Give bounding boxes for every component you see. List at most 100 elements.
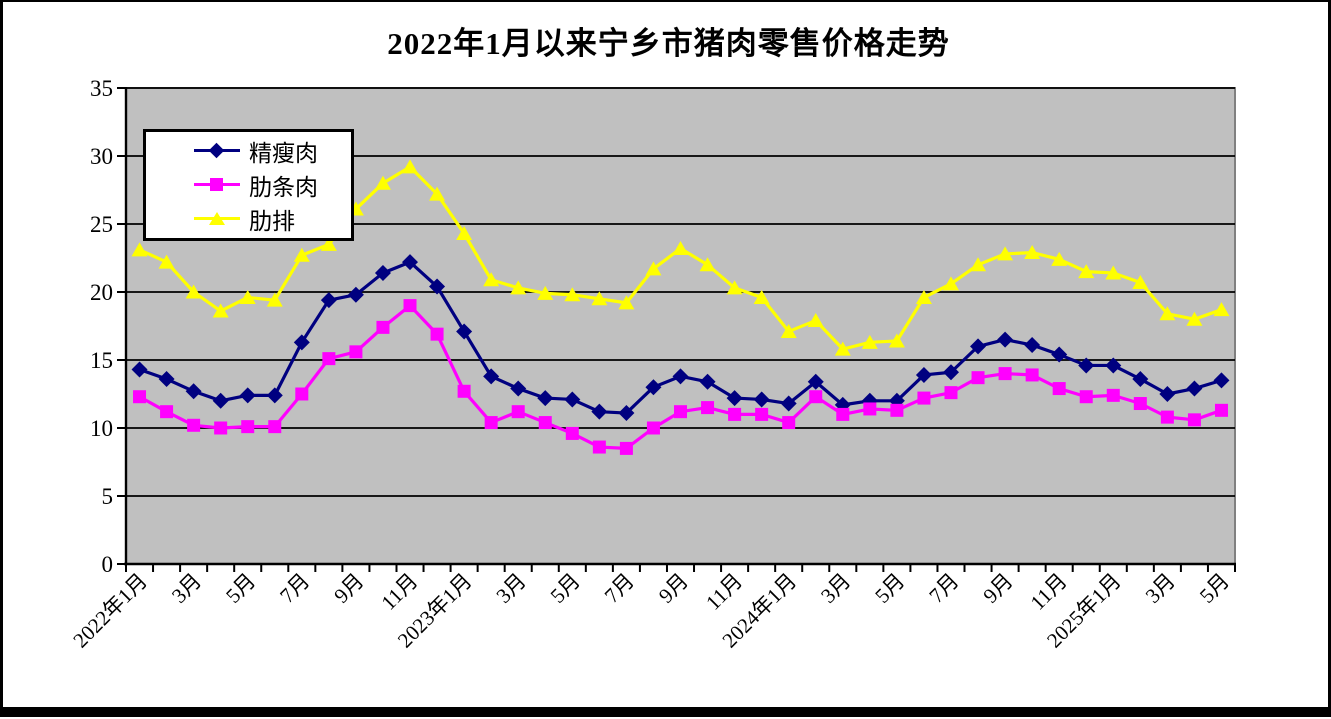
diamond-marker-icon: [208, 142, 225, 159]
rib-meat-line-sample: [194, 176, 240, 194]
y-axis-label: 35: [90, 76, 113, 101]
y-axis-label: 0: [102, 552, 114, 577]
data-point-marker: [483, 272, 500, 287]
data-point-marker: [1132, 371, 1149, 388]
data-point-marker: [591, 291, 608, 306]
data-point-marker: [429, 278, 446, 295]
data-point-marker: [863, 402, 877, 416]
data-point-marker: [1159, 306, 1176, 321]
data-point-marker: [672, 368, 689, 385]
data-point-marker: [674, 405, 687, 419]
data-point-marker: [212, 392, 229, 409]
data-point-marker: [1186, 380, 1203, 397]
x-axis-label: 3月: [816, 569, 855, 608]
x-axis-label: 11月: [701, 569, 747, 615]
data-point-marker: [591, 403, 608, 420]
data-point-marker: [538, 416, 552, 430]
data-point-marker: [861, 334, 878, 349]
square-marker-icon: [210, 178, 223, 191]
data-point-marker: [942, 276, 959, 291]
x-axis-label: 9月: [329, 569, 368, 608]
data-point-marker: [402, 159, 419, 174]
data-point-marker: [266, 387, 283, 404]
data-point-marker: [1024, 245, 1041, 260]
data-point-marker: [266, 292, 283, 307]
y-axis-label: 30: [90, 144, 113, 169]
data-point-marker: [780, 395, 797, 412]
x-axis-label: 3月: [167, 569, 206, 608]
data-point-marker: [1105, 265, 1122, 280]
x-axis-label: 7月: [600, 569, 639, 608]
y-axis-label: 15: [90, 348, 113, 373]
data-point-marker: [753, 289, 770, 304]
data-point-marker: [293, 334, 310, 351]
x-axis-label: 7月: [924, 569, 963, 608]
data-point-marker: [618, 405, 635, 422]
data-point-marker: [374, 175, 391, 190]
data-point-marker: [728, 407, 742, 421]
data-point-marker: [239, 387, 256, 404]
x-axis-label: 11月: [376, 569, 422, 615]
x-axis-label: 5月: [870, 569, 909, 608]
legend-label: 精瘦肉: [249, 141, 318, 166]
data-point-marker: [997, 246, 1014, 261]
data-point-marker: [807, 373, 824, 390]
data-point-marker: [807, 313, 824, 328]
data-point-marker: [239, 289, 256, 304]
data-point-marker: [376, 320, 390, 334]
data-point-marker: [537, 390, 554, 407]
legend-item-rib-meat: 肋条肉: [194, 170, 351, 200]
data-point-marker: [755, 407, 769, 421]
data-point-marker: [1186, 311, 1203, 326]
data-point-marker: [212, 303, 229, 318]
data-point-marker: [185, 383, 202, 400]
lean-pork-line-sample: [194, 142, 240, 160]
data-point-marker: [1106, 388, 1120, 402]
data-point-marker: [347, 286, 364, 303]
data-point-marker: [646, 421, 660, 435]
x-axis-label: 5月: [546, 569, 585, 608]
data-point-marker: [158, 254, 175, 269]
data-point-marker: [511, 405, 525, 419]
data-point-marker: [619, 441, 633, 455]
data-point-marker: [998, 367, 1012, 381]
data-point-marker: [457, 384, 471, 398]
legend-item-lean-pork: 精瘦肉: [194, 136, 351, 166]
data-point-marker: [1024, 337, 1041, 354]
data-point-marker: [374, 264, 391, 281]
y-axis-label: 5: [102, 484, 114, 509]
x-axis-label: 3月: [491, 569, 530, 608]
data-point-marker: [158, 371, 175, 388]
data-point-marker: [1133, 397, 1147, 411]
x-axis-label: 5月: [1195, 569, 1234, 608]
data-point-marker: [1078, 264, 1095, 279]
data-point-marker: [564, 287, 581, 302]
data-point-marker: [241, 420, 255, 434]
data-point-marker: [214, 421, 228, 435]
data-point-marker: [1214, 403, 1228, 417]
data-point-marker: [645, 261, 662, 276]
chart-title: 2022年1月以来宁乡市猪肉零售价格走势: [387, 26, 950, 61]
data-point-marker: [753, 391, 770, 408]
data-point-marker: [1051, 251, 1068, 266]
data-point-marker: [429, 186, 446, 201]
data-point-marker: [187, 418, 201, 432]
data-point-marker: [618, 295, 635, 310]
data-point-marker: [131, 361, 148, 378]
data-point-marker: [1025, 368, 1039, 382]
data-point-marker: [1159, 386, 1176, 402]
data-point-marker: [915, 289, 932, 304]
data-point-marker: [971, 371, 985, 385]
data-point-marker: [942, 364, 959, 381]
data-point-marker: [295, 387, 309, 401]
data-point-marker: [726, 280, 743, 295]
data-point-marker: [836, 407, 850, 421]
data-point-marker: [510, 380, 527, 397]
data-point-marker: [1078, 357, 1095, 374]
data-point-marker: [268, 420, 282, 434]
x-axis-label: 5月: [221, 569, 260, 608]
data-point-marker: [1132, 274, 1149, 289]
data-point-marker: [970, 257, 987, 272]
